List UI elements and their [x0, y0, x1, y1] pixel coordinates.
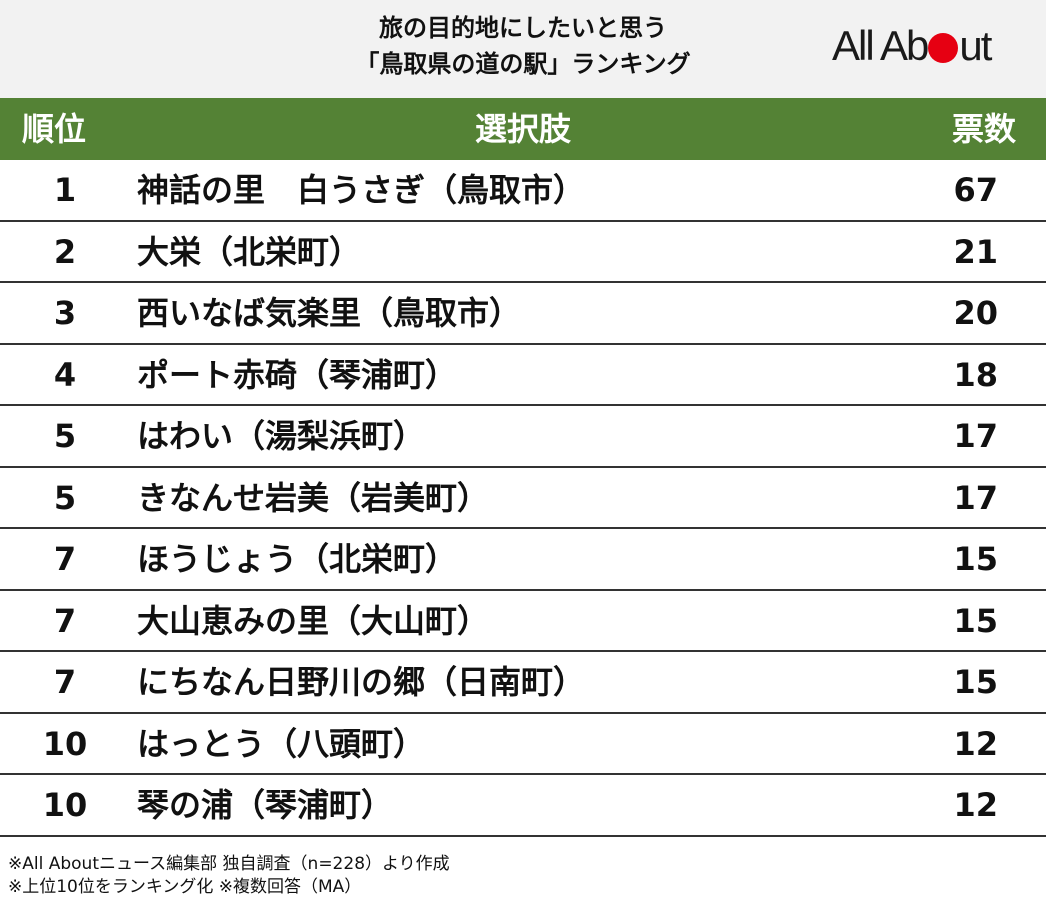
page-title: 旅の目的地にしたいと思う 「鳥取県の道の駅」ランキング [0, 10, 1046, 82]
table-row: 3 西いなば気楽里（鳥取市） 20 [0, 283, 1046, 345]
row-rank: 7 [53, 663, 77, 701]
table-row: 10 琴の浦（琴浦町） 12 [0, 775, 1046, 837]
row-choice: ポート赤碕（琴浦町） [137, 355, 458, 394]
row-rank: 10 [42, 724, 88, 763]
row-rank: 2 [53, 232, 77, 271]
row-choice: 大栄（北栄町） [137, 232, 362, 271]
row-votes: 12 [953, 786, 998, 824]
table-row: 5 はわい（湯梨浜町） 17 [0, 406, 1046, 468]
row-choice: きなんせ岩美（岩美町） [137, 478, 490, 517]
row-rank: 5 [53, 417, 77, 455]
row-votes: 17 [953, 478, 998, 517]
row-votes: 67 [953, 171, 998, 209]
table-row: 7 大山恵みの里（大山町） 15 [0, 591, 1046, 652]
row-votes: 12 [953, 724, 998, 763]
row-rank: 10 [42, 786, 88, 824]
row-choice: ほうじょう（北栄町） [137, 540, 458, 578]
row-choice: 大山恵みの里（大山町） [137, 601, 490, 640]
header-votes: 票数 [951, 110, 1016, 148]
footnote-method: ※上位10位をランキング化 ※複数回答（MA） [8, 877, 362, 897]
row-rank: 5 [53, 478, 77, 517]
row-choice: 西いなば気楽里（鳥取市） [137, 294, 522, 332]
all-about-logo: All Ab ut [832, 22, 992, 69]
row-choice: にちなん日野川の郷（日南町） [137, 663, 586, 701]
table-row: 2 大栄（北栄町） 21 [0, 222, 1046, 283]
table-row: 1 神話の里 白うさぎ（鳥取市） 67 [0, 160, 1046, 222]
row-choice: はっとう（八頭町） [137, 724, 426, 763]
header-rank: 順位 [22, 110, 87, 148]
row-votes: 17 [953, 417, 998, 455]
ranking-table: 1 神話の里 白うさぎ（鳥取市） 67 2 大栄（北栄町） 21 3 西いなば気… [0, 160, 1046, 837]
table-header: 選択肢 順位 票数 [0, 98, 1046, 160]
title-line-1: 旅の目的地にしたいと思う [379, 14, 667, 42]
row-rank: 4 [53, 355, 77, 394]
logo-red-dot [928, 33, 959, 63]
table-row: 4 ポート赤碕（琴浦町） 18 [0, 345, 1046, 406]
row-rank: 7 [53, 601, 77, 640]
footnotes: ※All Aboutニュース編集部 独自調査（n=228）より作成 ※上位10位… [8, 853, 450, 899]
header: 旅の目的地にしたいと思う 「鳥取県の道の駅」ランキング All Ab ut [0, 0, 1046, 98]
row-choice: 神話の里 白うさぎ（鳥取市） [137, 171, 586, 209]
row-votes: 21 [953, 232, 998, 271]
row-rank: 3 [53, 294, 77, 332]
table-row: 5 きなんせ岩美（岩美町） 17 [0, 468, 1046, 529]
row-votes: 15 [953, 663, 998, 701]
row-choice: 琴の浦（琴浦町） [137, 786, 394, 824]
title-line-2: 「鳥取県の道の駅」ランキング [355, 50, 691, 78]
row-votes: 15 [953, 540, 998, 578]
footnote-source: ※All Aboutニュース編集部 独自調査（n=228）より作成 [8, 854, 450, 874]
header-choice: 選択肢 [474, 110, 571, 148]
row-choice: はわい（湯梨浜町） [137, 417, 426, 455]
logo-text-before: All Ab [832, 22, 929, 69]
table-row: 7 にちなん日野川の郷（日南町） 15 [0, 652, 1046, 714]
logo-text-after: ut [959, 22, 992, 69]
row-rank: 7 [53, 540, 77, 578]
row-votes: 15 [953, 601, 998, 640]
table-row: 7 ほうじょう（北栄町） 15 [0, 529, 1046, 591]
row-votes: 18 [953, 355, 998, 394]
row-rank: 1 [53, 171, 77, 209]
row-votes: 20 [953, 294, 998, 332]
table-row: 10 はっとう（八頭町） 12 [0, 714, 1046, 775]
